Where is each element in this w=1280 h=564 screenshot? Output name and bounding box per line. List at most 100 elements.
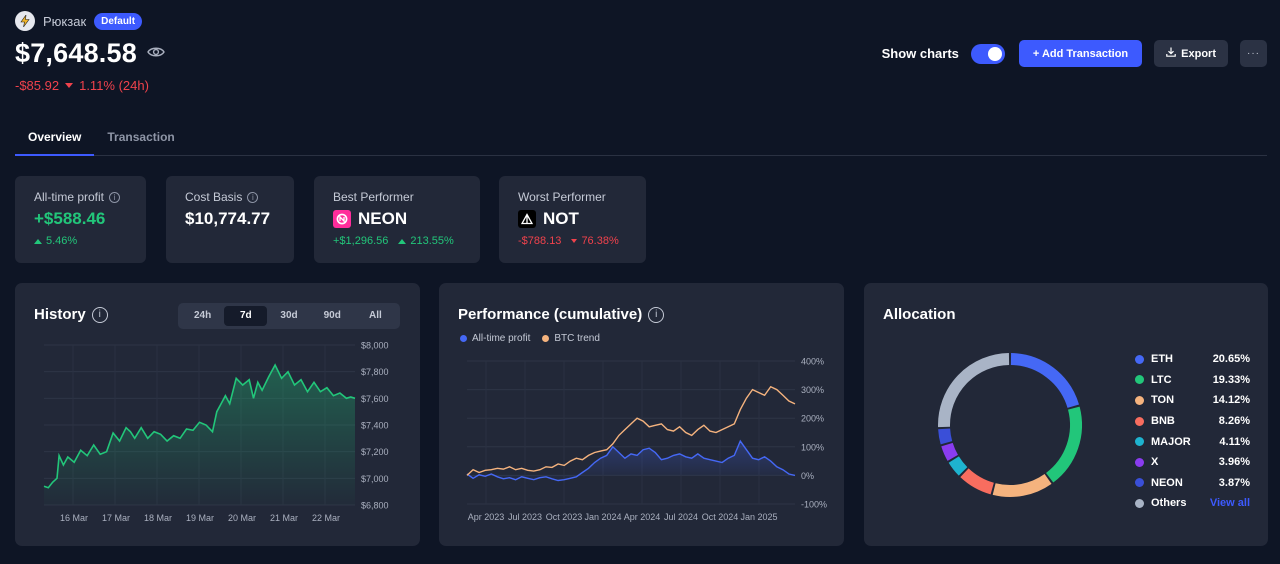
range-90d-button[interactable]: 90d xyxy=(323,310,341,321)
legend-btc-trend[interactable]: BTC trend xyxy=(542,333,600,344)
add-transaction-button[interactable]: + Add Transaction xyxy=(1018,40,1143,67)
wallet-name: Рюкзак xyxy=(43,13,87,29)
tab-transaction[interactable]: Transaction xyxy=(107,130,175,144)
range-24h-button[interactable]: 24h xyxy=(193,310,212,321)
allocation-name: LTC xyxy=(1151,373,1172,386)
range-30d-button[interactable]: 30d xyxy=(280,310,298,321)
tab-overview[interactable]: Overview xyxy=(15,120,95,156)
allocation-percent: 3.96% xyxy=(1218,456,1250,469)
toggle-knob xyxy=(987,46,1002,61)
show-charts-toggle[interactable] xyxy=(970,43,1005,64)
performance-panel: Performance (cumulative) i All-time prof… xyxy=(439,283,844,546)
download-icon xyxy=(1166,47,1176,60)
change-percent: 1.11% (24h) xyxy=(79,78,149,93)
allocation-row-major: MAJOR 4.11% xyxy=(1135,431,1250,452)
performance-title-row: Performance (cumulative) i xyxy=(458,306,665,323)
profit-line xyxy=(466,439,796,482)
allocation-percent: 8.26% xyxy=(1218,415,1250,428)
eye-icon[interactable] xyxy=(147,45,165,63)
best-performer-title: Best Performer xyxy=(333,190,414,204)
allocation-dot xyxy=(1135,354,1144,364)
cost-basis-title-row: Cost Basis i xyxy=(185,190,275,204)
range-all-button[interactable]: All xyxy=(369,310,382,321)
cost-basis-value: $10,774.77 xyxy=(185,209,271,228)
wallet-lightning-icon xyxy=(15,11,35,31)
change-amount: -$85.92 xyxy=(15,78,60,93)
info-icon[interactable]: i xyxy=(109,191,121,203)
performance-x-tick-label: Jan 2024 xyxy=(584,512,621,522)
allocation-dot xyxy=(1135,416,1144,426)
allocation-dot xyxy=(1135,457,1144,467)
performance-x-tick-label: Oct 2023 xyxy=(546,512,583,522)
all-time-profit-card: All-time profit i +$588.46 5.46% xyxy=(15,176,146,263)
allocation-name: MAJOR xyxy=(1151,435,1191,448)
history-x-tick-label: 18 Mar xyxy=(144,513,172,523)
history-y-tick-label: $7,800 xyxy=(361,367,389,377)
best-performer-amount: +$1,296.56 xyxy=(333,235,389,247)
allocation-slice-major xyxy=(948,456,968,476)
legend-all-time-profit[interactable]: All-time profit xyxy=(460,333,530,344)
performance-legend: All-time profit BTC trend xyxy=(460,333,600,344)
performance-y-tick-label: 300% xyxy=(801,385,824,395)
allocation-name: TON xyxy=(1151,394,1175,407)
worst-performer-title: Worst Performer xyxy=(518,190,606,204)
export-button[interactable]: Export xyxy=(1154,40,1228,67)
allocation-slice-ltc xyxy=(1045,406,1082,483)
history-y-tick-label: $7,000 xyxy=(361,474,389,484)
worst-performer-card[interactable]: Worst Performer NOT -$788.13 76.38% xyxy=(499,176,646,263)
all-time-profit-pct: 5.46% xyxy=(46,235,78,247)
history-y-tick-label: $7,200 xyxy=(361,447,389,457)
best-performer-card[interactable]: Best Performer NEON +$1,296.56 213.55% xyxy=(314,176,480,263)
worst-performer-amount: -$788.13 xyxy=(518,235,562,247)
performance-x-tick-label: Apr 2023 xyxy=(468,512,505,522)
up-arrow-icon xyxy=(34,238,42,244)
performance-y-tick-label: 200% xyxy=(801,414,824,424)
history-chart[interactable]: $8,000 $7,800 $7,600 $7,400 $7,200 $7,000 $6,8… xyxy=(15,283,420,546)
best-performer-sub: +$1,296.56 213.55% xyxy=(333,235,461,247)
performance-y-tick-label: -100% xyxy=(801,500,827,510)
history-y-tick-label: $6,800 xyxy=(361,501,389,511)
allocation-slice-ton xyxy=(992,473,1052,497)
best-performer-coin: NEON xyxy=(358,209,408,228)
allocation-percent: 20.65% xyxy=(1212,353,1250,366)
history-x-tick-label: 22 Mar xyxy=(312,513,340,523)
allocation-name: NEON xyxy=(1151,476,1183,489)
worst-performer-sub: -$788.13 76.38% xyxy=(518,235,627,247)
allocation-row-eth: ETH 20.65% xyxy=(1135,349,1250,370)
allocation-slice-eth xyxy=(1010,353,1080,409)
all-time-profit-sub: 5.46% xyxy=(34,235,127,247)
allocation-name: Others xyxy=(1151,497,1187,510)
allocation-percent: 3.87% xyxy=(1218,476,1250,489)
info-icon[interactable]: i xyxy=(247,191,259,203)
allocation-percent: 14.12% xyxy=(1212,394,1250,407)
history-x-tick-label: 20 Mar xyxy=(228,513,256,523)
all-time-profit-title: All-time profit xyxy=(34,190,105,204)
allocation-slice-others xyxy=(938,353,1010,428)
view-all-link[interactable]: View all xyxy=(1209,497,1250,510)
info-icon[interactable]: i xyxy=(91,306,108,323)
up-arrow-icon xyxy=(398,238,407,244)
allocation-donut-chart[interactable] xyxy=(864,283,1124,546)
performance-area xyxy=(467,441,795,481)
balance-change: -$85.92 1.11% (24h) xyxy=(15,78,149,93)
show-charts-label: Show charts xyxy=(881,46,959,61)
all-time-profit-value: +$588.46 xyxy=(34,209,106,228)
total-balance: $7,648.58 xyxy=(15,38,137,68)
allocation-panel: Allocation ETH 20.65% LTC 19.33% TON 14.12% BN… xyxy=(864,283,1268,546)
performance-x-tick-label: Jan 2025 xyxy=(740,512,777,522)
not-coin-icon xyxy=(518,210,536,228)
performance-title: Performance (cumulative) xyxy=(458,306,643,323)
worst-performer-pct: 76.38% xyxy=(581,235,619,247)
allocation-percent: 19.33% xyxy=(1212,373,1250,386)
history-range-selector: 24h 7d 30d 90d All xyxy=(178,303,400,329)
info-icon[interactable]: i xyxy=(648,306,665,323)
btc-trend-line xyxy=(466,385,796,476)
allocation-dot xyxy=(1135,395,1144,405)
range-7d-button[interactable]: 7d xyxy=(224,306,268,326)
performance-chart[interactable]: 400% 300% 200% 100% 0% -100% Apr 2023 Jul 2023 O… xyxy=(439,283,844,546)
more-options-button[interactable]: ··· xyxy=(1240,40,1267,67)
all-time-profit-title-row: All-time profit i xyxy=(34,190,127,204)
history-panel: History i 24h 7d 30d 90d All $8,000 $7,80… xyxy=(15,283,420,546)
allocation-name: BNB xyxy=(1151,415,1175,428)
allocation-dot xyxy=(1135,375,1144,385)
